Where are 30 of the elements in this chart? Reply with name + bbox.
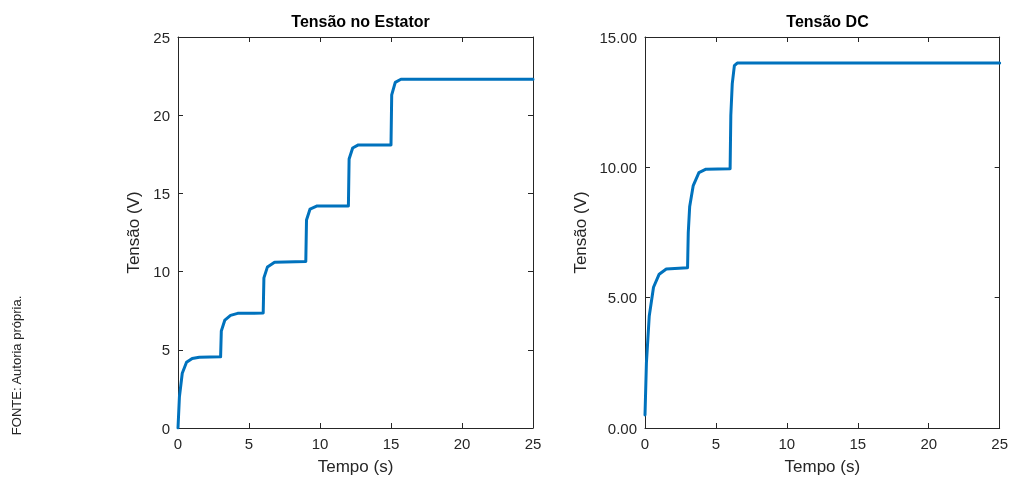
y-tick-label: 10.00 — [599, 158, 637, 176]
y-tick-label: 10 — [153, 263, 170, 281]
y-tick-label: 5 — [161, 341, 170, 359]
x-tick-label: 25 — [991, 435, 1008, 452]
x-tick-label: 25 — [524, 435, 542, 452]
x-tick-label: 5 — [711, 435, 721, 452]
x-axis-title: Tempo (s) — [784, 457, 861, 476]
source-note: FONTE: Autoria própria. — [9, 295, 24, 436]
y-tick-label: 20 — [153, 106, 170, 124]
y-axis-title: Tensão (V) — [124, 191, 144, 274]
chart-title: Tensão no Estator — [291, 12, 430, 30]
y-tick-label: 25 — [153, 28, 170, 46]
x-axis-title: Tempo (s) — [317, 457, 394, 476]
x-tick-label: 5 — [244, 435, 254, 452]
x-tick-label: 0 — [640, 435, 650, 452]
y-tick-label: 15.00 — [599, 28, 637, 46]
x-tick-label: 10 — [311, 435, 329, 452]
chart-title: Tensão DC — [786, 12, 870, 30]
y-axis-title: Tensão (V) — [570, 191, 590, 274]
y-tick-label: 0.00 — [607, 419, 637, 437]
line-series — [643, 61, 1002, 417]
x-tick-label: 20 — [920, 435, 938, 452]
y-tick-label: 15 — [153, 184, 170, 202]
x-tick-label: 15 — [849, 435, 867, 452]
x-tick-label: 20 — [453, 435, 471, 452]
x-tick-label: 15 — [382, 435, 400, 452]
y-tick-label: 0 — [161, 419, 170, 437]
x-tick-label: 10 — [778, 435, 796, 452]
y-tick-label: 5.00 — [607, 289, 637, 307]
x-tick-label: 0 — [173, 435, 183, 452]
